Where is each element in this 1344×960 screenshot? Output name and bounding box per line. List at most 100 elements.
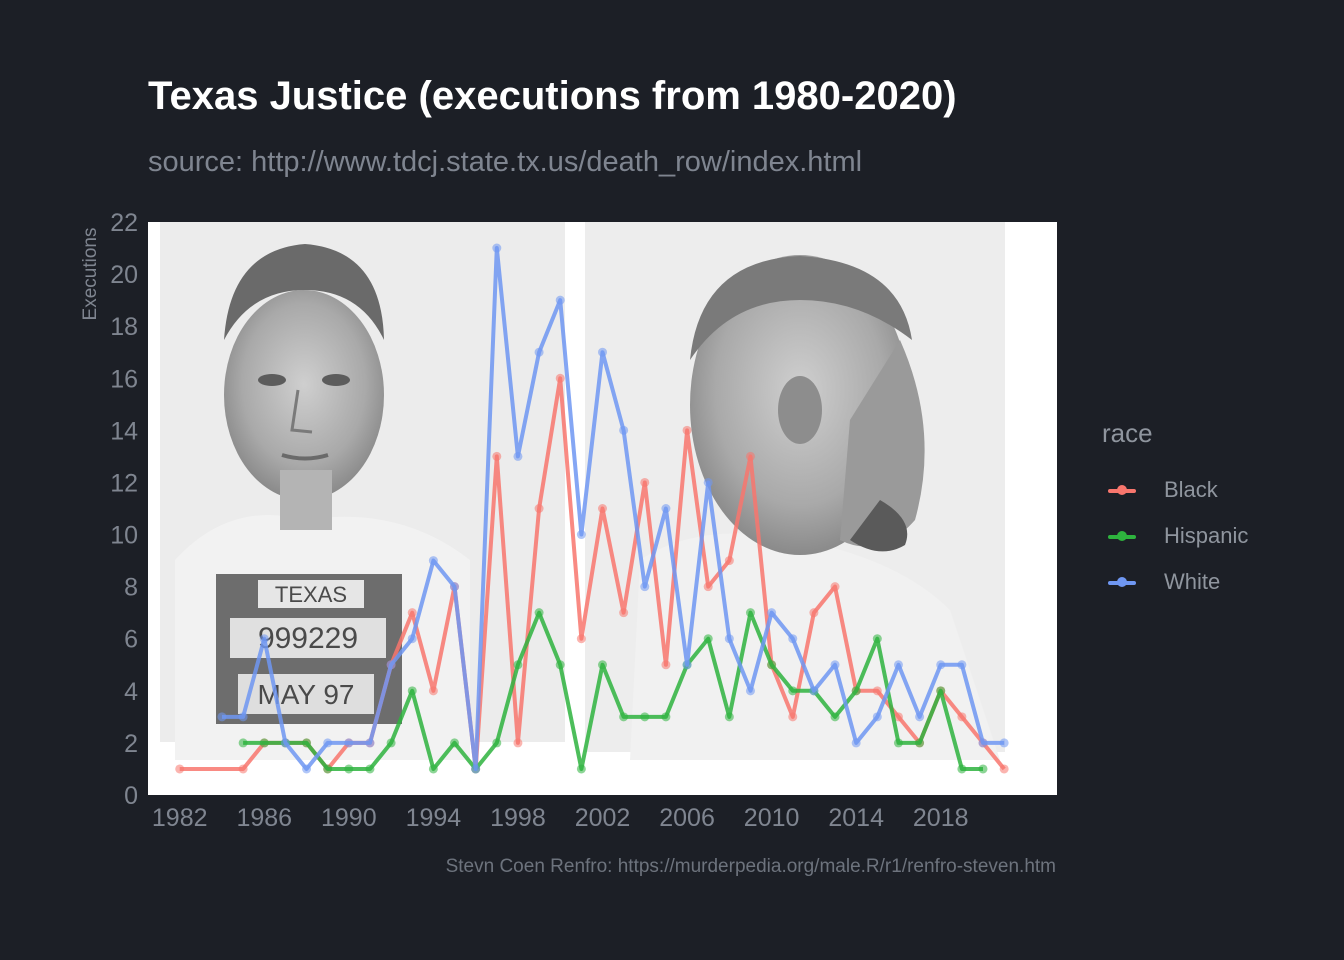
placard-sign: TEXAS 999229 MAY 97 [216,574,402,724]
data-point-white [513,451,523,461]
svg-text:TEXAS: TEXAS [275,582,347,607]
data-point-white [957,660,967,670]
series-hispanic [238,608,988,774]
data-point-hispanic [323,764,333,774]
data-point-black [492,451,502,461]
y-tick-label: 12 [110,469,138,497]
data-point-hispanic [407,686,417,696]
data-point-black [745,451,755,461]
y-tick-label: 14 [110,417,138,445]
data-point-hispanic [872,634,882,644]
data-point-black [576,634,586,644]
data-point-hispanic [365,764,375,774]
data-point-white [576,530,586,540]
data-point-black [872,686,882,696]
data-point-hispanic [576,764,586,774]
x-tick-label: 2010 [744,804,800,832]
data-point-black [661,660,671,670]
data-point-white [619,425,629,435]
data-point-white [851,738,861,748]
legend: race Black Hispanic White [1102,418,1248,605]
data-point-hispanic [302,738,312,748]
svg-text:999229: 999229 [258,622,358,655]
x-tick-label: 2002 [575,804,631,832]
data-point-black [513,738,523,748]
data-point-black [893,712,903,722]
data-point-white [555,295,565,305]
data-point-white [893,660,903,670]
data-point-white [872,712,882,722]
chart-title: Texas Justice (executions from 1980-2020… [148,74,957,118]
data-point-black [682,425,692,435]
x-tick-label: 1982 [152,804,208,832]
data-point-hispanic [598,660,607,670]
data-point-white [999,738,1009,748]
data-point-white [323,738,333,748]
data-point-hispanic [978,764,988,774]
data-point-hispanic [767,660,777,670]
data-point-black [809,608,819,618]
data-point-white [217,712,227,722]
data-point-white [450,582,460,592]
data-point-white [830,660,840,670]
x-tick-label: 1994 [406,804,462,832]
y-tick-label: 8 [124,574,138,602]
data-point-hispanic [259,738,269,748]
data-point-white [428,556,438,566]
data-point-white [534,347,544,357]
data-point-white [407,634,417,644]
data-point-white [745,686,755,696]
data-point-black [640,477,650,487]
data-point-hispanic [661,712,671,722]
data-point-black [703,582,713,592]
data-point-white [788,634,798,644]
data-point-black [619,608,629,618]
data-point-hispanic [745,608,755,618]
mugshot-photo: TEXAS 999229 MAY 97 [148,222,1057,795]
data-point-hispanic [428,764,438,774]
x-tick-label: 2014 [828,804,884,832]
data-point-black [830,582,840,592]
y-tick-label: 2 [124,730,138,758]
data-point-black [407,608,417,618]
data-point-white [809,686,819,696]
data-point-white [365,738,375,748]
data-point-white [492,243,502,253]
x-tick-label: 1998 [490,804,546,832]
y-tick-label: 16 [110,365,138,393]
data-point-hispanic [555,660,565,670]
data-point-hispanic [450,738,460,748]
caption: Stevn Coen Renfro: https://murderpedia.o… [445,856,1056,877]
data-point-hispanic [513,660,523,670]
y-tick-label: 4 [124,678,138,706]
legend-item-white: White [1102,559,1248,605]
legend-label-hispanic: Hispanic [1164,523,1249,548]
data-point-black [238,764,248,774]
data-point-white [344,738,354,748]
data-point-hispanic [893,738,903,748]
data-point-black [428,686,438,696]
data-point-white [259,634,269,644]
x-axis: 1982 1986 1990 1994 1998 2002 2006 2010 2014 2018 [152,804,969,832]
y-axis-label: Executions [80,228,101,321]
data-point-black [957,712,967,722]
data-point-white [640,582,650,592]
data-point-hispanic [788,686,798,696]
data-point-white [915,712,925,722]
x-tick-label: 1990 [321,804,377,832]
data-point-black [999,764,1009,774]
x-tick-label: 1986 [236,804,292,832]
data-point-white [471,764,481,774]
data-point-black [555,373,565,383]
legend-label-white: White [1164,569,1221,594]
data-point-hispanic [640,712,650,722]
data-point-hispanic [851,686,861,696]
data-point-white [302,764,312,774]
data-point-white [238,712,248,722]
data-point-black [788,712,798,722]
data-point-hispanic [830,712,840,722]
data-point-hispanic [238,738,248,748]
data-point-hispanic [534,608,544,618]
data-point-hispanic [492,738,502,748]
